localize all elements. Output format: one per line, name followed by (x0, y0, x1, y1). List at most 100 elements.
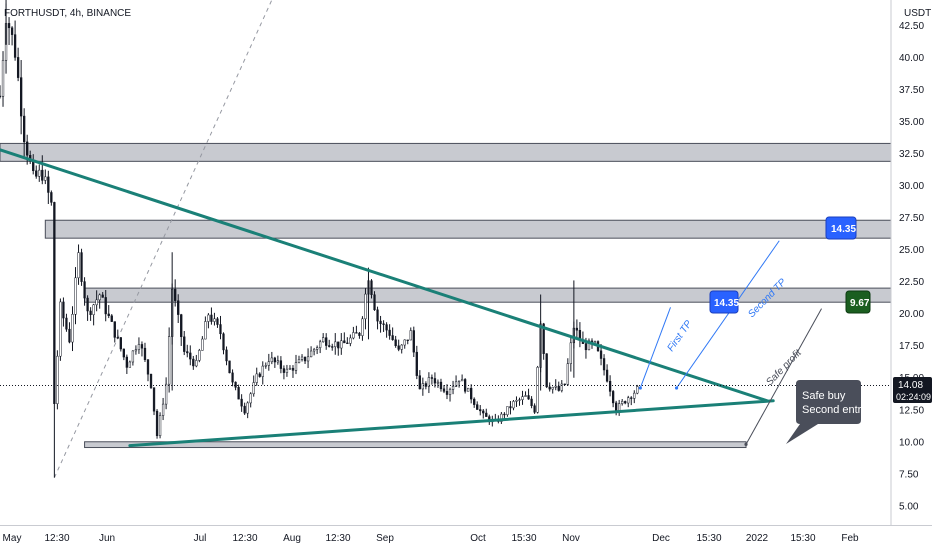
candle-body-20 (59, 301, 62, 357)
candle-body-40 (119, 337, 122, 350)
candle-body-30 (89, 310, 92, 315)
candle-body-201 (605, 369, 609, 382)
candle-body-67 (201, 338, 204, 351)
candle-body-189 (569, 342, 572, 364)
target-anchor-0 (638, 386, 642, 390)
candle-body-178 (536, 367, 539, 413)
candle-body-60 (180, 314, 183, 338)
candle-body-73 (219, 324, 222, 335)
candle-body-43 (128, 361, 132, 368)
candle-body-169 (509, 406, 512, 409)
second-tp-badge[interactable]: 14.35 (825, 216, 857, 240)
candle-body-184 (554, 385, 557, 388)
candle-body-33 (98, 294, 101, 301)
candle-body-37 (110, 315, 113, 322)
candle-body-75 (225, 349, 228, 362)
candle-body-117 (352, 332, 355, 339)
time-tick-label: 15:30 (790, 533, 815, 544)
candle-body-176 (530, 398, 533, 406)
second-tp-badge-value: 14.35 (831, 224, 856, 235)
time-tick-label: 15:30 (696, 533, 721, 544)
price-tick-label: 10.00 (899, 437, 924, 448)
candle-body-207 (624, 401, 627, 404)
candle-body-78 (234, 381, 237, 388)
candle-body-203 (611, 391, 615, 404)
candle-body-14 (41, 169, 44, 181)
safe-profit-badge[interactable]: 9.67 (845, 290, 871, 314)
candle-body-142 (427, 377, 431, 387)
candle-body-114 (343, 340, 346, 344)
candle-body-137 (412, 330, 415, 353)
candle-body-152 (457, 380, 461, 383)
sr-zone-0 (0, 142, 892, 162)
candle-body-149 (448, 389, 452, 395)
candle-body-197 (593, 341, 597, 344)
time-tick-label: Jul (194, 533, 207, 544)
candle-body-51 (152, 387, 156, 412)
time-tick-label: Nov (562, 533, 580, 544)
candle-body-47 (140, 344, 144, 349)
first-tp-badge-value: 14.35 (714, 298, 739, 309)
candle-body-130 (391, 335, 394, 340)
symbol-header: FORTHUSDT, 4h, BINANCE (4, 8, 131, 19)
candle-body-45 (134, 349, 138, 352)
candle-body-182 (548, 386, 551, 390)
time-tick-label: 2022 (746, 533, 769, 544)
candle-body-135 (406, 339, 409, 341)
candle-body-210 (633, 392, 636, 399)
price-axis[interactable]: 42.50 40.00 37.50 35.00 32.50 30.00 27.50 25.00… (899, 21, 924, 512)
candle-body-90 (270, 357, 273, 363)
target-line-0 (639, 307, 671, 389)
candle-body-29 (86, 297, 89, 312)
candle-body-102 (306, 356, 310, 362)
candle-body-170 (512, 401, 515, 409)
candle-body-55 (164, 383, 168, 405)
candle-body-133 (400, 344, 403, 350)
candle-body-124 (373, 294, 376, 311)
time-tick-label: Feb (841, 533, 859, 544)
price-tick-label: 37.50 (899, 85, 924, 96)
target-anchor-2 (744, 442, 748, 446)
candle-body-147 (442, 388, 446, 392)
candle-body-186 (560, 383, 563, 391)
candle-body-22 (65, 317, 68, 330)
candle-body-157 (473, 398, 476, 405)
candle-body-64 (192, 358, 195, 367)
candles-group (0, 0, 639, 478)
candle-body-94 (282, 368, 286, 373)
candle-body-88 (264, 365, 267, 367)
callout-bubble (786, 380, 861, 444)
candle-body-9 (26, 141, 29, 156)
candle-body-132 (397, 345, 400, 350)
candle-body-42 (125, 356, 129, 368)
candle-body-84 (252, 382, 255, 395)
safe-profit-badge-value: 9.67 (850, 298, 870, 309)
candle-body-62 (186, 351, 189, 354)
countdown-timer: 02:24:09 (896, 392, 931, 402)
candle-body-53 (158, 415, 162, 436)
candle-body-106 (319, 341, 322, 348)
first-tp-label: First TP (665, 318, 694, 353)
candle-body-26 (77, 252, 80, 279)
time-tick-label: May (3, 533, 22, 544)
candle-body-167 (503, 413, 506, 416)
time-tick-label: 12:30 (232, 533, 257, 544)
candle-body-127 (382, 323, 385, 325)
time-axis[interactable]: May 12:30 Jun Jul 12:30 Aug 12:30 Sep Oct 15:30 No… (3, 533, 860, 544)
callout-line1: Safe buy (802, 390, 846, 402)
time-tick-label: Dec (652, 533, 670, 544)
price-tick-label: 42.50 (899, 21, 924, 32)
candle-body-5 (13, 34, 17, 58)
candle-body-141 (424, 383, 428, 387)
candle-body-25 (74, 277, 77, 315)
price-tick-label: 35.00 (899, 117, 924, 128)
candle-body-129 (388, 329, 391, 336)
candle-body-185 (557, 385, 560, 391)
first-tp-badge[interactable]: 14.35 (709, 290, 739, 314)
candle-body-151 (454, 381, 458, 387)
safe-buy-callout[interactable]: Safe buy Second entry (786, 380, 867, 444)
candle-body-109 (328, 345, 331, 347)
candle-body-7 (19, 77, 23, 117)
first-tp-badge-bg (709, 290, 739, 314)
